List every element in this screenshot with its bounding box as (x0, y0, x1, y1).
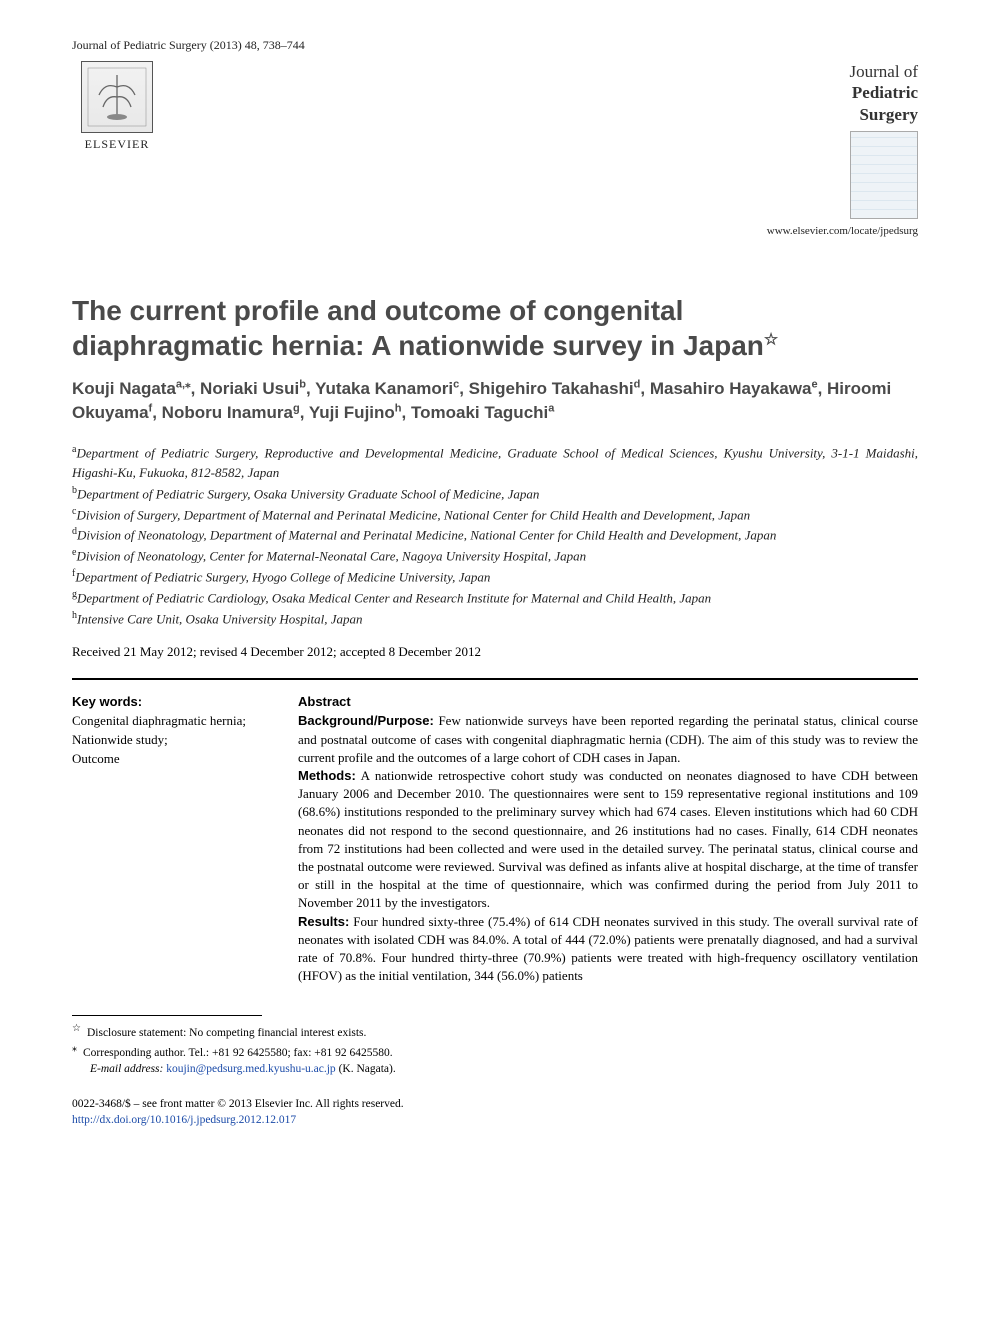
abstract-heading: Abstract (298, 694, 918, 709)
author-name: Kouji Nagata (72, 379, 176, 398)
section-divider (72, 678, 918, 680)
footnotes: ☆ Disclosure statement: No competing fina… (72, 1022, 918, 1078)
elsevier-logo-icon (81, 61, 153, 133)
author-affil-sup: e (811, 378, 817, 390)
author-name: Yuji Fujino (309, 403, 395, 422)
corresponding-footnote: ⁎ Corresponding author. Tel.: +81 92 6425… (72, 1042, 918, 1062)
author: Yutaka Kanamoric (315, 379, 459, 398)
email-footnote: E-mail address: koujin@pedsurg.med.kyush… (72, 1061, 918, 1078)
journal-line3: Surgery (859, 105, 918, 124)
top-row: ELSEVIER Journal of Pediatric Surgery ww… (72, 61, 918, 237)
email-link[interactable]: koujin@pedsurg.med.kyushu-u.ac.jp (166, 1063, 335, 1075)
abstract-methods-text: A nationwide retrospective cohort study … (298, 768, 918, 910)
author: Shigehiro Takahashid (469, 379, 641, 398)
abstract-body: Background/Purpose: Few nationwide surve… (298, 712, 918, 985)
journal-url[interactable]: www.elsevier.com/locate/jpedsurg (728, 225, 918, 237)
author-name: Shigehiro Takahashi (469, 379, 634, 398)
abstract-section-label: Methods: (298, 768, 356, 783)
author-name: Yutaka Kanamori (315, 379, 453, 398)
title-footnote-star-icon: ☆ (764, 331, 778, 348)
footnote-text: Corresponding author. Tel.: +81 92 64255… (83, 1047, 393, 1059)
keywords-column: Key words: Congenital diaphragmatic hern… (72, 694, 270, 985)
journal-line2: Pediatric (852, 83, 918, 102)
footnote-star-icon: ⁎ (72, 1043, 77, 1054)
doi-link[interactable]: http://dx.doi.org/10.1016/j.jpedsurg.201… (72, 1112, 918, 1128)
author-name: Noriaki Usui (200, 379, 299, 398)
author: Masahiro Hayakawae (650, 379, 818, 398)
affil-text: Division of Surgery, Department of Mater… (76, 507, 750, 522)
affiliation: cDivision of Surgery, Department of Mate… (72, 504, 918, 525)
abstract-section-label: Results: (298, 914, 349, 929)
affil-text: Department of Pediatric Surgery, Osaka U… (77, 486, 539, 501)
author: Noriaki Usuib (200, 379, 306, 398)
footnote-rule (72, 1015, 262, 1016)
author: Tomoaki Taguchia (411, 403, 554, 422)
author-affil-sup: f (149, 402, 153, 414)
title-line2: diaphragmatic hernia: A nationwide surve… (72, 330, 764, 361)
email-label: E-mail address: (90, 1063, 163, 1075)
issn-line: 0022-3468/$ – see front matter © 2013 El… (72, 1096, 918, 1112)
affiliation: aDepartment of Pediatric Surgery, Reprod… (72, 442, 918, 482)
author-name: Noboru Inamura (162, 403, 293, 422)
affiliation: gDepartment of Pediatric Cardiology, Osa… (72, 587, 918, 608)
disclosure-footnote: ☆ Disclosure statement: No competing fina… (72, 1022, 918, 1042)
affil-text: Department of Pediatric Surgery, Reprodu… (72, 446, 918, 481)
keyword-item: Congenital diaphragmatic hernia; (72, 712, 270, 731)
keyword-item: Outcome (72, 750, 270, 769)
abstract-results-text: Four hundred sixty-three (75.4%) of 614 … (298, 914, 918, 984)
article-title: The current profile and outcome of conge… (72, 293, 918, 363)
journal-line1: Journal of (850, 62, 918, 81)
running-head: Journal of Pediatric Surgery (2013) 48, … (72, 38, 918, 53)
footnote-star-icon: ☆ (72, 1023, 81, 1034)
affiliations: aDepartment of Pediatric Surgery, Reprod… (72, 442, 918, 628)
affil-text: Department of Pediatric Cardiology, Osak… (77, 590, 711, 605)
author: Kouji Nagataa,⁎ (72, 379, 191, 398)
affiliation: dDivision of Neonatology, Department of … (72, 524, 918, 545)
affiliation: eDivision of Neonatology, Center for Mat… (72, 545, 918, 566)
keyword-item: Nationwide study; (72, 731, 270, 750)
author-name: Masahiro Hayakawa (650, 379, 812, 398)
journal-block: Journal of Pediatric Surgery www.elsevie… (728, 61, 918, 237)
author: Noboru Inamurag (162, 403, 300, 422)
author-affil-sup: h (395, 402, 402, 414)
author-affil-sup: b (299, 378, 306, 390)
footer: 0022-3468/$ – see front matter © 2013 El… (72, 1096, 918, 1128)
keyword-abstract-row: Key words: Congenital diaphragmatic hern… (72, 694, 918, 985)
author-affil-sup: c (453, 378, 459, 390)
journal-name: Journal of Pediatric Surgery (728, 61, 918, 125)
journal-cover-icon (850, 131, 918, 219)
author: Yuji Fujinoh (309, 403, 402, 422)
footnote-text: Disclosure statement: No competing finan… (87, 1027, 366, 1039)
affil-text: Division of Neonatology, Department of M… (77, 528, 776, 543)
affil-text: Intensive Care Unit, Osaka University Ho… (77, 611, 362, 626)
publisher-label: ELSEVIER (85, 137, 150, 152)
title-line1: The current profile and outcome of conge… (72, 295, 683, 326)
email-tail: (K. Nagata). (336, 1063, 396, 1075)
affiliation: hIntensive Care Unit, Osaka University H… (72, 608, 918, 629)
author-affil-sup: g (293, 402, 300, 414)
author-name: Tomoaki Taguchi (411, 403, 548, 422)
author-affil-sup: d (634, 378, 641, 390)
affil-text: Division of Neonatology, Center for Mate… (76, 548, 586, 563)
received-dates: Received 21 May 2012; revised 4 December… (72, 644, 918, 660)
publisher-block: ELSEVIER (72, 61, 162, 152)
author-affil-sup: a,⁎ (176, 378, 191, 390)
abstract-column: Abstract Background/Purpose: Few nationw… (298, 694, 918, 985)
affil-text: Department of Pediatric Surgery, Hyogo C… (75, 569, 490, 584)
abstract-section-label: Background/Purpose: (298, 713, 434, 728)
affiliation: bDepartment of Pediatric Surgery, Osaka … (72, 483, 918, 504)
author-list: Kouji Nagataa,⁎, Noriaki Usuib, Yutaka K… (72, 377, 918, 425)
keywords-heading: Key words: (72, 694, 270, 709)
author-affil-sup: a (548, 402, 554, 414)
affiliation: fDepartment of Pediatric Surgery, Hyogo … (72, 566, 918, 587)
